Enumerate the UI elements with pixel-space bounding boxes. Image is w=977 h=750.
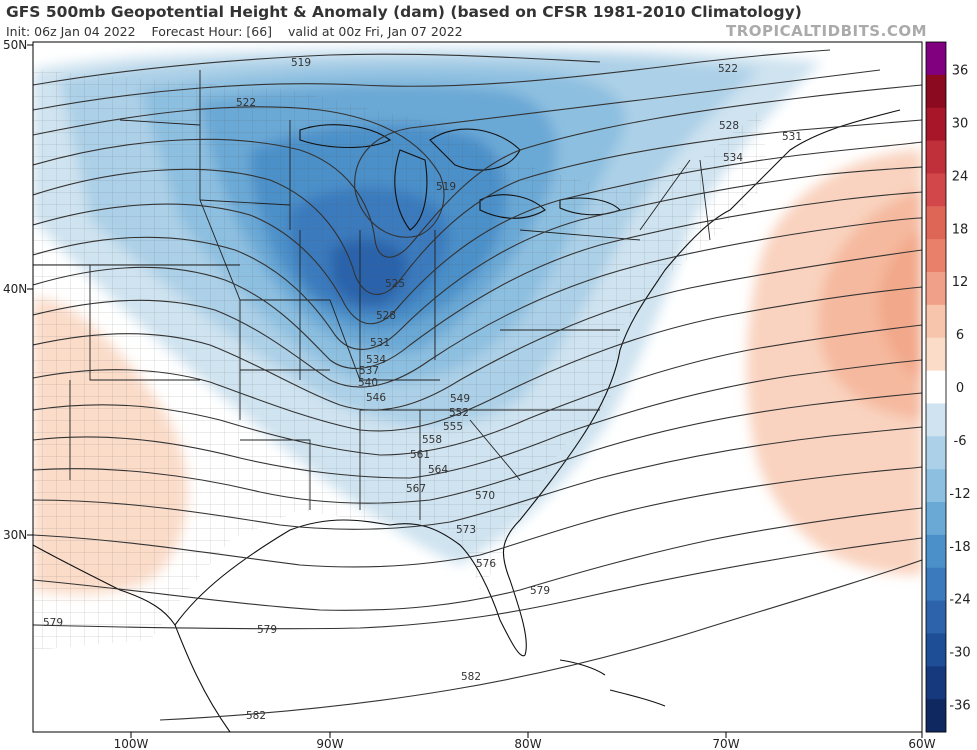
colorbar-swatch [926,436,946,470]
contour-label: 582 [461,671,481,683]
colorbar: 36 30 24 18 12 6 0 -6 -12 -18 -24 -30 -36 [925,41,971,733]
contour-label: 573 [456,524,476,536]
contour-label: 531 [782,131,802,143]
contour-label: 576 [476,558,496,570]
contour-label: 555 [443,421,463,433]
lat-label-50n: 50N [3,38,27,52]
contour-label: 579 [43,617,63,629]
colorbar-tick-label: -24 [949,593,970,608]
colorbar-swatch [926,74,946,109]
contour-label: 552 [449,407,469,419]
contour-label: 519 [291,57,311,69]
colorbar-swatch [926,239,946,273]
colorbar-tick-label: 24 [952,169,969,184]
contour-label: 540 [358,377,378,389]
colorbar-swatch [926,600,946,634]
contour-label: 528 [719,120,739,132]
contour-label: 522 [718,63,738,75]
map-subtitle: Init: 06z Jan 04 2022 Forecast Hour: [66… [6,24,463,39]
contour-label: 561 [410,449,430,461]
valid-time: valid at 00z Fri, Jan 07 2022 [287,24,463,39]
contour-label: 579 [530,585,550,597]
longitude-axis: 100W 90W 80W 70W 60W [114,732,936,750]
colorbar-swatch [926,173,946,207]
lon-label-70w: 70W [712,737,739,750]
site-credit[interactable]: TROPICALTIDBITS.COM [726,22,927,40]
coastlines [33,109,901,732]
colorbar-swatch [926,337,946,372]
map-frame [32,41,923,733]
colorbar-tick-label: 18 [952,222,969,237]
contour-label: 534 [366,354,386,366]
contour-label: 528 [376,310,396,322]
colorbar-swatch [926,699,946,733]
colorbar-tick-label: -30 [949,646,970,661]
contour-label: 525 [385,278,405,290]
contour-label: 579 [257,624,277,636]
colorbar-tick-label: 0 [956,381,964,396]
contour-label: 549 [450,393,470,405]
colorbar-swatch [926,206,946,240]
colorbar-tick-label: 6 [956,328,964,343]
colorbar-tick-label: -12 [949,487,970,502]
contour-label: 531 [370,337,390,349]
colorbar-swatch [926,107,946,142]
init-time: Init: 06z Jan 04 2022 [6,24,136,39]
lon-label-100w: 100W [114,737,149,750]
colorbar-swatch [926,403,946,437]
contour-labels: 519 522 528 531 534 519 522 525 528 531 … [43,57,802,722]
colorbar-swatch [926,272,946,306]
contour-label: 567 [406,483,426,495]
colorbar-swatch [926,370,946,404]
forecast-hour: Forecast Hour: [66] [151,24,273,39]
contour-label: 537 [359,365,379,377]
colorbar-swatch [926,304,946,339]
colorbar-swatch [926,567,946,602]
colorbar-tick-label: 36 [952,64,969,79]
lon-label-60w: 60W [908,737,935,750]
colorbar-swatch [926,666,946,700]
colorbar-swatch [926,534,946,569]
colorbar-swatch [926,633,946,667]
height-contours [33,49,922,721]
colorbar-swatch [926,502,946,536]
colorbar-tick-label: 12 [952,275,969,290]
lon-label-80w: 80W [514,737,541,750]
colorbar-tick-label: 30 [952,116,969,131]
map-title: GFS 500mb Geopotential Height & Anomaly … [6,3,802,21]
contour-label: 519 [436,181,456,193]
contour-label: 546 [366,392,386,404]
contour-label: 570 [475,490,495,502]
colorbar-swatch [926,140,946,174]
lat-label-40n: 40N [3,282,27,296]
colorbar-tick-label: -36 [949,699,970,714]
colorbar-tick-label: -6 [954,434,967,449]
colorbar-tick-label: -18 [949,540,970,555]
contour-label: 522 [236,97,256,109]
contour-label: 564 [428,464,448,476]
contour-label: 558 [422,434,442,446]
colorbar-frame [925,41,947,733]
colorbar-swatch [926,42,946,76]
contour-label: 582 [246,710,266,722]
lat-label-30n: 30N [3,528,27,542]
lon-label-90w: 90W [316,737,343,750]
contour-label: 534 [723,152,743,164]
colorbar-swatch [926,469,946,503]
latitude-axis: 50N 40N 30N [3,38,33,542]
map-area: 519 522 528 531 534 519 522 525 528 531 … [33,42,922,732]
